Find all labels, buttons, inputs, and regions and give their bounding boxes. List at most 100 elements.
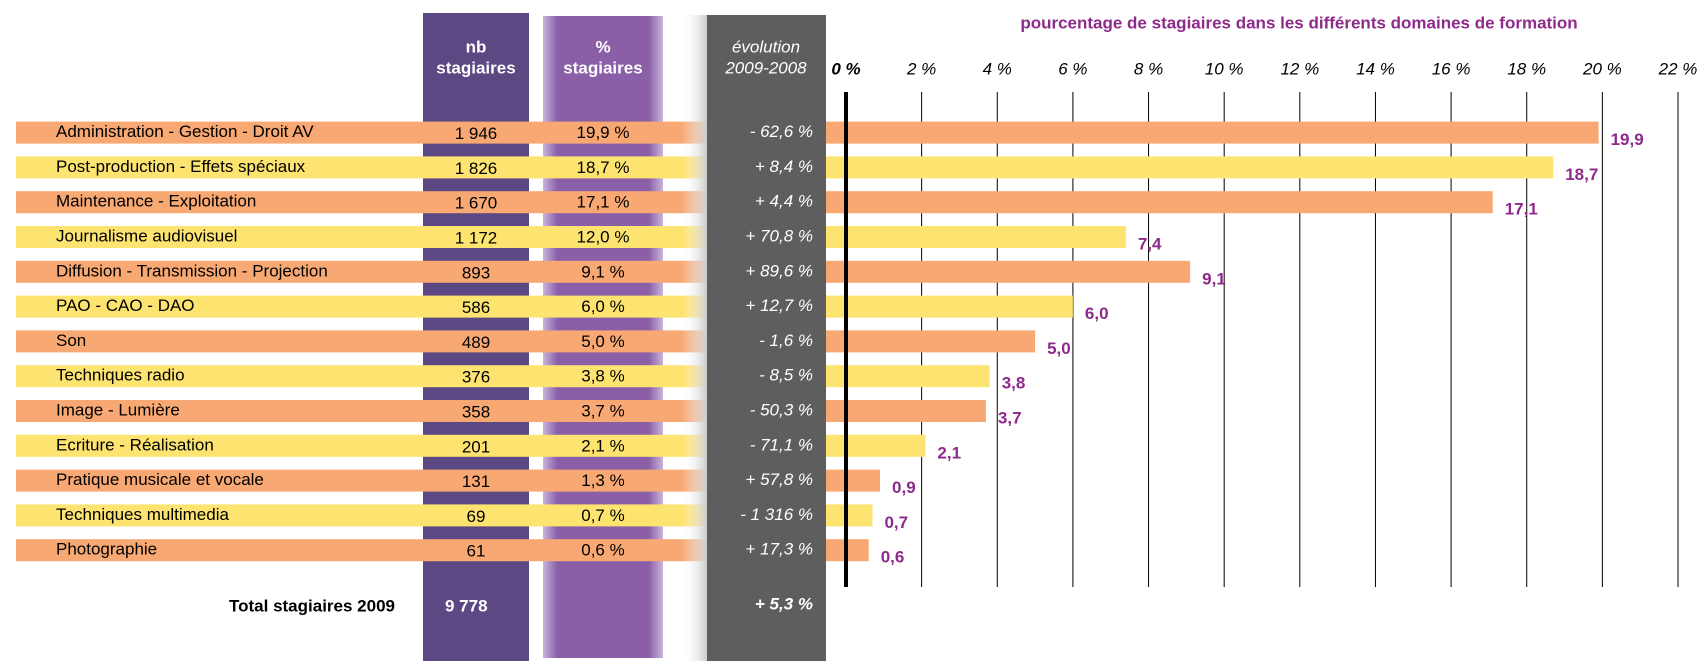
column-header: évolution <box>732 37 800 56</box>
pct-cell: 2,1 % <box>581 436 624 455</box>
row-stripe <box>16 539 846 562</box>
evolution-cell: - 1,6 % <box>759 331 813 350</box>
value-label: 0,6 <box>881 548 905 567</box>
value-label: 7,4 <box>1138 234 1162 253</box>
evolution-cell: - 71,1 % <box>750 435 813 454</box>
pct-cell: 1,3 % <box>581 471 624 490</box>
bar <box>846 434 926 457</box>
row-label: Image - Lumière <box>56 400 180 419</box>
bar <box>846 469 881 492</box>
pct-cell: 6,0 % <box>581 297 624 316</box>
pct-cell: 0,7 % <box>581 506 624 525</box>
row-stripe <box>16 191 846 214</box>
row-label: Son <box>56 331 86 350</box>
value-label: 5,0 <box>1047 339 1071 358</box>
x-tick-label: 0 % <box>831 59 860 78</box>
bar <box>846 400 986 422</box>
evolution-cell: - 50,3 % <box>750 400 813 419</box>
nb-cell: 586 <box>462 298 490 317</box>
nb-cell: 376 <box>462 368 490 387</box>
column-header: stagiaires <box>563 58 642 77</box>
row-stripe <box>16 330 846 353</box>
value-label: 6,0 <box>1085 304 1109 323</box>
evolution-cell: - 1 316 % <box>740 505 813 524</box>
bar <box>846 539 869 562</box>
x-tick-label: 10 % <box>1205 59 1244 78</box>
evolution-cell: + 89,6 % <box>745 261 813 280</box>
nb-cell: 61 <box>467 542 486 561</box>
bar <box>846 295 1073 318</box>
pct-cell: 17,1 % <box>577 193 630 212</box>
evolution-cell: - 8,5 % <box>759 366 813 385</box>
x-tick-label: 2 % <box>906 59 936 78</box>
row-label: Maintenance - Exploitation <box>56 192 256 211</box>
row-label: PAO - CAO - DAO <box>56 296 195 315</box>
row-stripe <box>16 400 846 422</box>
x-tick-label: 22 % <box>1658 59 1698 78</box>
value-label: 3,7 <box>998 408 1022 427</box>
nb-cell: 1 826 <box>455 159 498 178</box>
pct-cell: 3,8 % <box>581 367 624 386</box>
nb-cell: 201 <box>462 437 490 456</box>
bar <box>846 260 1191 283</box>
total-evolution: + 5,3 % <box>755 594 813 613</box>
value-label: 17,1 <box>1505 200 1538 219</box>
x-tick-label: 8 % <box>1134 59 1163 78</box>
column-shadow <box>682 15 707 661</box>
value-label: 19,9 <box>1611 130 1644 149</box>
nb-cell: 358 <box>462 402 490 421</box>
evolution-cell: + 70,8 % <box>745 226 813 245</box>
row-label: Techniques radio <box>56 366 185 385</box>
evolution-cell: + 57,8 % <box>745 470 813 489</box>
row-stripe <box>16 365 846 388</box>
value-label: 2,1 <box>937 443 961 462</box>
x-tick-label: 6 % <box>1058 59 1087 78</box>
nb-cell: 489 <box>462 333 490 352</box>
value-label: 9,1 <box>1202 269 1226 288</box>
row-stripe <box>16 121 846 144</box>
bar <box>846 156 1554 179</box>
column-header: stagiaires <box>436 58 515 77</box>
column-header: nb <box>466 37 487 56</box>
total-nb: 9 778 <box>445 596 488 615</box>
row-label: Photographie <box>56 540 157 559</box>
bar <box>846 330 1036 353</box>
pct-cell: 9,1 % <box>581 262 624 281</box>
nb-cell: 1 946 <box>455 124 498 143</box>
row-stripe <box>16 504 846 527</box>
value-label: 0,9 <box>892 478 916 497</box>
nb-cell: 1 172 <box>455 228 498 247</box>
row-stripe <box>16 469 846 492</box>
total-label: Total stagiaires 2009 <box>229 596 395 615</box>
evolution-cell: + 4,4 % <box>755 192 813 211</box>
nb-cell: 69 <box>467 507 486 526</box>
evolution-cell: + 8,4 % <box>755 157 813 176</box>
bar <box>846 365 990 388</box>
row-stripe <box>16 260 846 283</box>
row-label: Pratique musicale et vocale <box>56 470 264 489</box>
evolution-cell: - 62,6 % <box>750 122 813 141</box>
nb-cell: 893 <box>462 263 490 282</box>
nb-cell: 131 <box>462 472 490 491</box>
x-tick-label: 18 % <box>1507 59 1546 78</box>
row-label: Ecriture - Réalisation <box>56 435 214 454</box>
evolution-column <box>707 15 826 661</box>
bar <box>846 504 873 527</box>
row-label: Diffusion - Transmission - Projection <box>56 261 328 280</box>
value-label: 0,7 <box>884 513 908 532</box>
pct-cell: 3,7 % <box>581 401 624 420</box>
x-tick-label: 14 % <box>1356 59 1395 78</box>
evolution-cell: + 12,7 % <box>745 296 813 315</box>
row-label: Techniques multimedia <box>56 505 229 524</box>
row-stripe <box>16 434 846 457</box>
column-header: % <box>595 37 610 56</box>
x-tick-label: 12 % <box>1280 59 1319 78</box>
pct-cell: 12,0 % <box>577 227 630 246</box>
row-label: Journalisme audiovisuel <box>56 226 237 245</box>
nb-cell: 1 670 <box>455 194 498 213</box>
row-stripe <box>16 156 846 179</box>
pct-cell: 19,9 % <box>577 123 630 142</box>
value-label: 18,7 <box>1565 165 1598 184</box>
column-header: 2009-2008 <box>724 58 807 77</box>
